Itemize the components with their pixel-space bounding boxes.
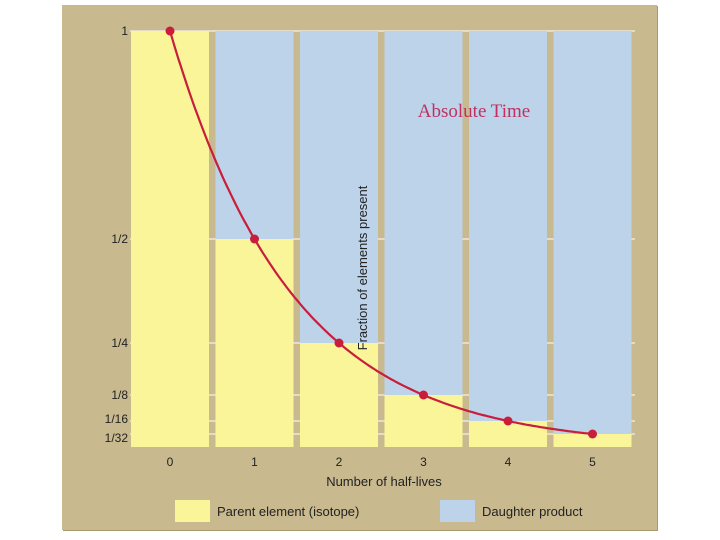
x-tick-label-1: 1 xyxy=(251,455,258,469)
x-tick-labels: 0 1 2 3 4 5 xyxy=(167,455,597,469)
decay-curve-line xyxy=(168,30,593,436)
overlay-title: Absolute Time xyxy=(418,101,530,122)
bar-daughter-5 xyxy=(553,31,632,434)
y-tick-label-4: 1/16 xyxy=(105,412,129,426)
bar-parent-5 xyxy=(553,434,632,447)
y-tick-label-1: 1/2 xyxy=(111,232,128,246)
bar-daughter-4 xyxy=(469,31,547,421)
x-tick-label-0: 0 xyxy=(167,455,174,469)
gridlines xyxy=(130,30,635,435)
decay-point-2 xyxy=(334,338,344,348)
y-tick-label-0: 1 xyxy=(121,24,128,38)
x-tick-label-5: 5 xyxy=(589,455,596,469)
bar-daughter-1 xyxy=(215,31,294,239)
decay-point-0 xyxy=(165,26,175,36)
bar-parent-3 xyxy=(384,395,463,447)
legend-label-parent: Parent element (isotope) xyxy=(217,504,359,519)
bar-daughter-2 xyxy=(300,31,378,343)
y-tick-label-2: 1/4 xyxy=(111,336,128,350)
x-tick-label-4: 4 xyxy=(505,455,512,469)
x-axis-title: Number of half-lives xyxy=(326,474,442,489)
x-tick-label-3: 3 xyxy=(420,455,427,469)
decay-point-5 xyxy=(588,429,597,439)
bar-group xyxy=(131,31,632,447)
y-tick-label-5: 1/32 xyxy=(105,431,129,445)
decay-point-3 xyxy=(419,390,428,400)
decay-point-1 xyxy=(250,234,259,244)
decay-curve-group xyxy=(165,26,597,439)
legend-swatch-daughter xyxy=(440,500,475,522)
bar-parent-2 xyxy=(300,343,378,447)
legend-label-daughter: Daughter product xyxy=(482,504,583,519)
y-axis-title: Fraction of elements present xyxy=(355,185,370,350)
bar-parent-1 xyxy=(215,239,294,447)
legend: Parent element (isotope) Daughter produc… xyxy=(175,500,583,522)
x-tick-label-2: 2 xyxy=(336,455,343,469)
bar-parent-0 xyxy=(131,31,209,447)
decay-point-4 xyxy=(503,416,513,426)
y-tick-label-3: 1/8 xyxy=(111,388,128,402)
y-tick-labels: 1 1/2 1/4 1/8 1/16 1/32 xyxy=(105,24,129,445)
bar-daughter-3 xyxy=(384,31,463,395)
legend-swatch-parent xyxy=(175,500,210,522)
